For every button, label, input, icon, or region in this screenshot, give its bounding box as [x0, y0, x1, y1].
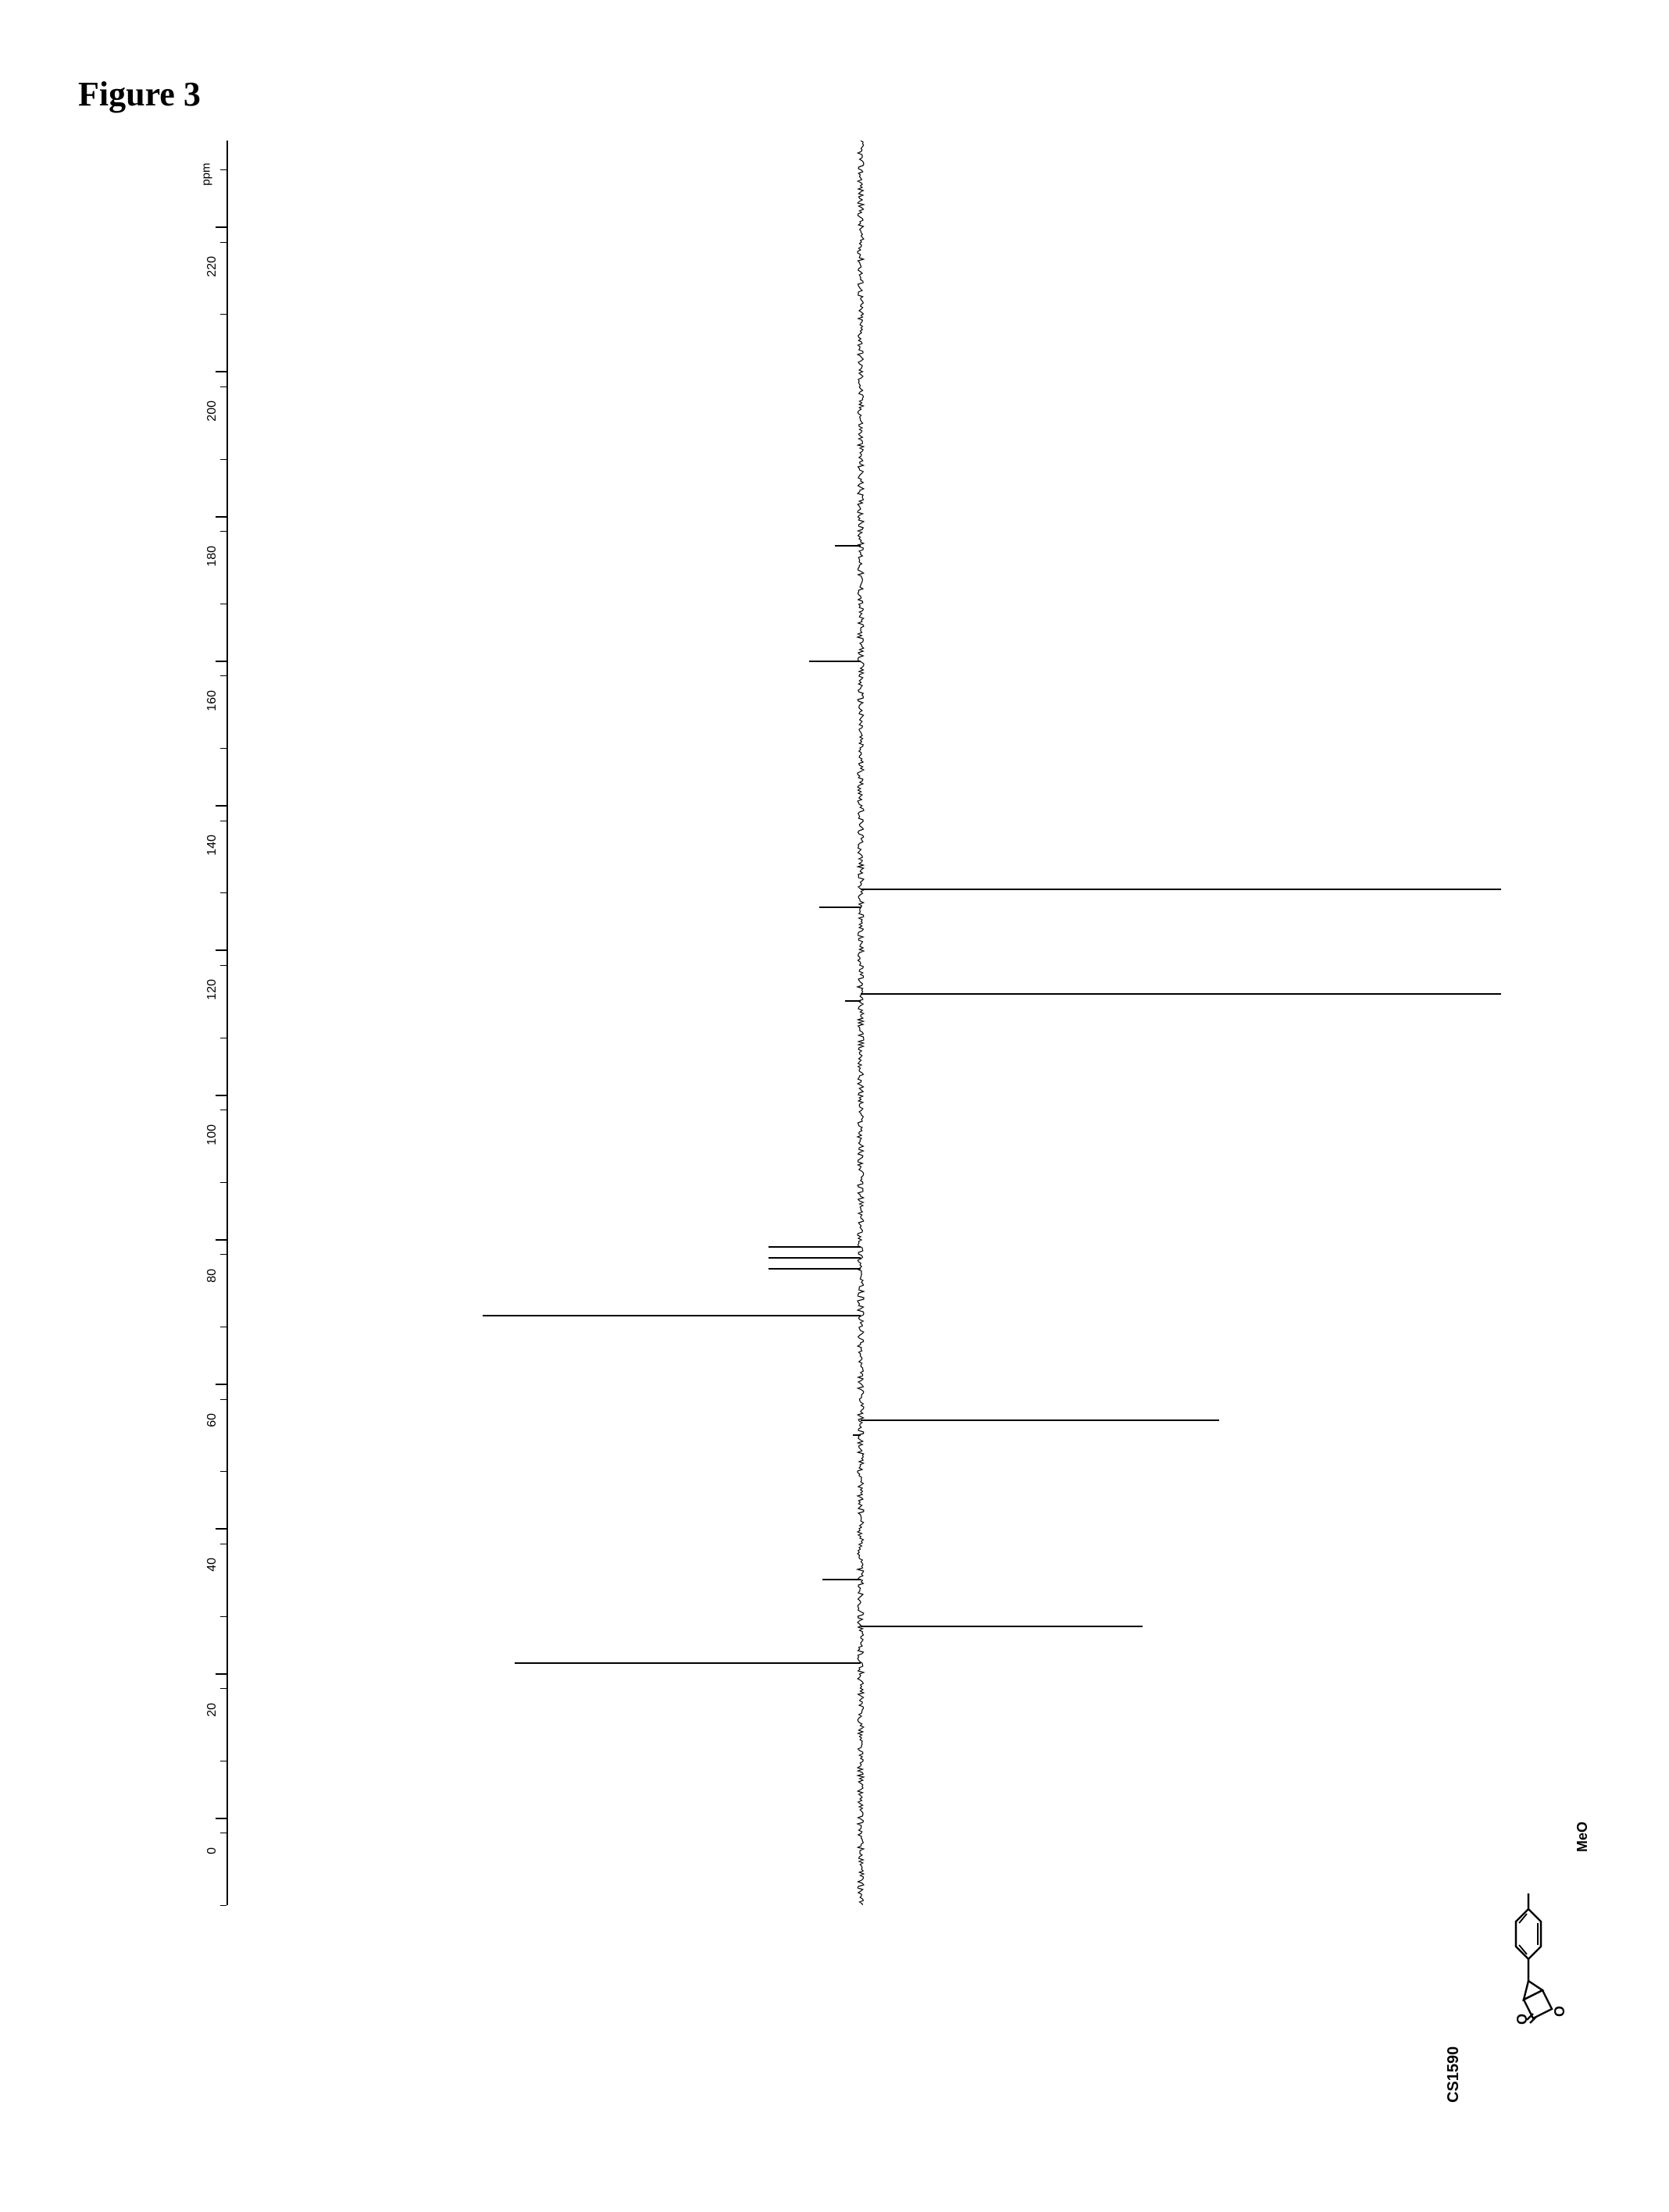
svg-text:O: O — [1552, 2006, 1567, 2017]
axis-tick-label: 220 — [205, 256, 219, 303]
axis-tick-label: 120 — [205, 979, 219, 1026]
axis-tick-label: 80 — [205, 1269, 219, 1316]
axis-tick — [216, 661, 226, 662]
axis-tick-minor — [220, 1616, 226, 1617]
figure-title: Figure 3 — [78, 74, 201, 114]
axis-tick-minor — [220, 242, 226, 243]
sample-id-label: CS1590 — [1445, 2046, 1463, 2103]
axis-tick — [216, 1095, 226, 1096]
spectrum-peak — [515, 1662, 861, 1664]
spectrum-peak — [861, 993, 1501, 995]
axis-tick — [216, 1673, 226, 1675]
spectrum-peak — [861, 1626, 1143, 1627]
axis-tick-minor — [220, 531, 226, 532]
axis-tick — [216, 1384, 226, 1385]
axis-tick-label: 140 — [205, 835, 219, 882]
axis-tick — [216, 516, 226, 518]
axis-tick — [216, 1239, 226, 1241]
axis-tick-label: 20 — [205, 1703, 219, 1750]
axis-tick — [216, 949, 226, 951]
axis-tick — [216, 1528, 226, 1530]
axis-tick-label: 60 — [205, 1413, 219, 1460]
nmr-spectrum-plot: 220200180160140120100806040200 ppm — [226, 141, 1507, 1999]
spectrum-peak — [769, 1246, 861, 1248]
axis-tick-label: 100 — [205, 1124, 219, 1171]
axis-tick-minor — [220, 314, 226, 315]
axis-tick-minor — [220, 1471, 226, 1472]
axis-tick-minor — [220, 965, 226, 966]
spectrum-peak — [845, 1000, 861, 1002]
axis-tick-minor — [220, 675, 226, 676]
spectrum-peak — [483, 1315, 861, 1316]
axis-tick-minor — [220, 459, 226, 460]
axis-tick-minor — [220, 892, 226, 893]
molecular-structure: O O — [1460, 1866, 1617, 2046]
spectrum-peak — [769, 1257, 861, 1259]
methoxy-label: MeO — [1574, 1822, 1591, 1852]
axis-tick — [216, 226, 226, 228]
axis-tick-minor — [220, 169, 226, 170]
axis-line — [226, 141, 228, 1905]
spectrum-peak — [861, 889, 1501, 890]
axis-tick-minor — [220, 1688, 226, 1689]
axis-tick-minor — [220, 1399, 226, 1400]
spectrum-peak — [822, 1579, 861, 1580]
axis-tick-label: 200 — [205, 401, 219, 447]
axis-unit-label: ppm — [200, 163, 213, 202]
axis-tick — [216, 1818, 226, 1819]
spectrum-peak — [809, 661, 861, 662]
axis-tick-label: 0 — [205, 1847, 219, 1894]
axis-tick — [216, 371, 226, 372]
axis-tick-label: 160 — [205, 690, 219, 737]
axis-tick-minor — [220, 386, 226, 387]
axis-tick-label: 180 — [205, 546, 219, 593]
axis-tick-minor — [220, 748, 226, 749]
axis-tick-label: 40 — [205, 1558, 219, 1605]
axis-tick-minor — [220, 1182, 226, 1183]
spectrum-peak — [769, 1268, 861, 1270]
spectrum-peak — [819, 907, 860, 908]
spectrum-baseline — [856, 141, 865, 1905]
axis-tick-minor — [220, 1905, 226, 1906]
axis-tick-minor — [220, 1254, 226, 1255]
spectrum-peak — [861, 1419, 1219, 1421]
spectrum-peak — [853, 1434, 861, 1436]
axis-tick — [216, 805, 226, 807]
spectrum-peak — [835, 545, 861, 547]
